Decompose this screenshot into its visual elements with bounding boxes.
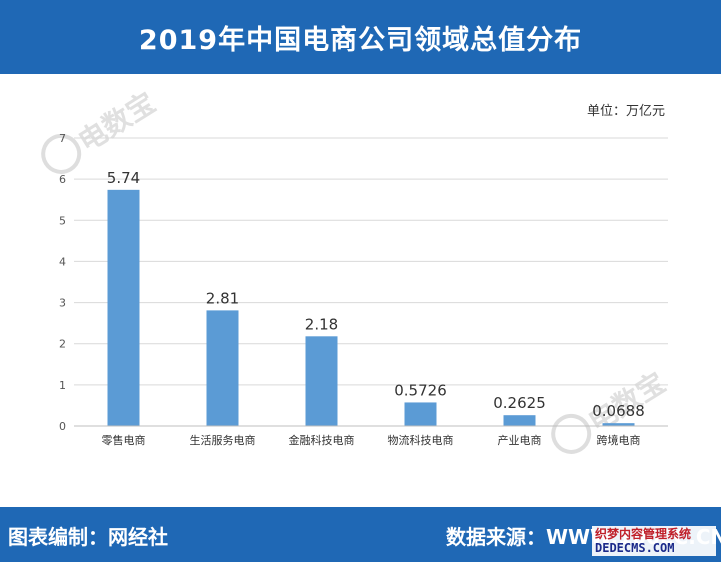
stamp-text-en: DEDECMS.COM bbox=[595, 541, 675, 555]
bar bbox=[602, 423, 635, 426]
x-axis-labels: 零售电商 生活服务电商 金融科技电商 物流科技电商 产业电商 跨境电商 bbox=[102, 433, 641, 447]
bar-value-label: 2.81 bbox=[206, 289, 239, 307]
bar-value-label: 5.74 bbox=[107, 169, 140, 187]
y-tick-label: 5 bbox=[59, 214, 66, 227]
x-tick-label: 金融科技电商 bbox=[289, 433, 355, 447]
y-tick-label: 3 bbox=[59, 297, 66, 310]
y-axis-ticks: 0 1 2 3 4 5 6 7 bbox=[59, 132, 66, 433]
x-tick-label: 产业电商 bbox=[498, 433, 542, 447]
value-labels: 5.74 2.81 2.18 0.5726 0.2625 0.0688 bbox=[107, 169, 645, 420]
bar-value-label: 0.2625 bbox=[493, 394, 546, 412]
footer-credit: 图表编制：网经社 bbox=[8, 525, 168, 549]
x-tick-label: 零售电商 bbox=[102, 433, 146, 447]
watermark-logo: 电数宝 bbox=[41, 86, 161, 174]
y-tick-label: 7 bbox=[59, 132, 66, 145]
bar bbox=[404, 402, 437, 426]
bar-value-label: 2.18 bbox=[305, 315, 338, 333]
y-tick-label: 4 bbox=[59, 255, 66, 268]
y-tick-label: 1 bbox=[59, 379, 66, 392]
bar bbox=[503, 415, 536, 426]
bar bbox=[305, 336, 338, 426]
x-tick-label: 生活服务电商 bbox=[190, 433, 256, 447]
bars bbox=[107, 189, 635, 426]
bar-value-label: 0.5726 bbox=[394, 381, 447, 399]
y-tick-label: 0 bbox=[59, 420, 66, 433]
bar bbox=[107, 189, 140, 426]
chart-header: 2019年中国电商公司领域总值分布 bbox=[0, 0, 721, 74]
chart-title: 2019年中国电商公司领域总值分布 bbox=[138, 24, 583, 56]
unit-label: 单位：万亿元 bbox=[586, 104, 665, 119]
bar-value-label: 0.0688 bbox=[592, 402, 645, 420]
x-tick-label: 跨境电商 bbox=[597, 433, 641, 447]
y-tick-label: 6 bbox=[59, 173, 66, 186]
grid-lines bbox=[74, 137, 668, 386]
y-tick-label: 2 bbox=[59, 338, 66, 351]
bar bbox=[206, 310, 239, 426]
watermark-text: 电数宝 bbox=[72, 86, 161, 159]
stamp-text-zh: 织梦内容管理系统 bbox=[595, 527, 692, 541]
x-tick-label: 物流科技电商 bbox=[388, 433, 454, 447]
site-stamp: 织梦内容管理系统 DEDECMS.COM bbox=[592, 526, 716, 556]
